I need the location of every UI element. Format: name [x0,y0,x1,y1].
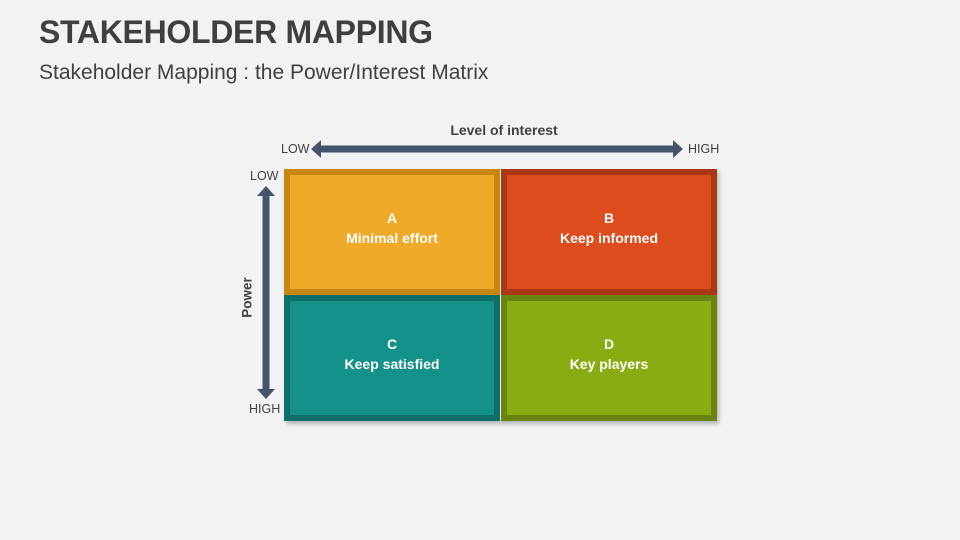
slide-title: STAKEHOLDER MAPPING [39,14,433,50]
x-axis-title: Level of interest [450,122,558,138]
quadrant-label: Key players [569,356,649,372]
quadrant-label: Keep satisfied [344,356,440,372]
slide-subtitle: Stakeholder Mapping : the Power/Interest… [39,61,489,84]
quadrant-letter: D [603,336,615,352]
quadrant-letter: B [603,210,615,226]
double-headed-horizontal-arrow-icon [311,140,683,158]
quadrant-b-keep-informed: B Keep informed [501,169,717,295]
double-headed-vertical-arrow-icon [257,186,275,399]
quadrant-letter: C [386,336,398,352]
quadrant-c-keep-satisfied: C Keep satisfied [284,295,500,421]
quadrant-label: Keep informed [559,230,658,246]
power-interest-matrix: A Minimal effort B Keep informed C Keep … [284,169,717,421]
quadrant-a-minimal-effort: A Minimal effort [284,169,500,295]
x-axis-low-label: LOW [281,142,310,156]
y-axis-low-label: LOW [250,169,279,183]
quadrant-letter: A [386,210,398,226]
x-axis-high-label: HIGH [688,142,720,156]
quadrant-d-key-players: D Key players [501,295,717,421]
y-axis-title: Power [239,277,255,318]
y-axis-high-label: HIGH [249,402,281,416]
quadrant-label: Minimal effort [346,230,438,246]
